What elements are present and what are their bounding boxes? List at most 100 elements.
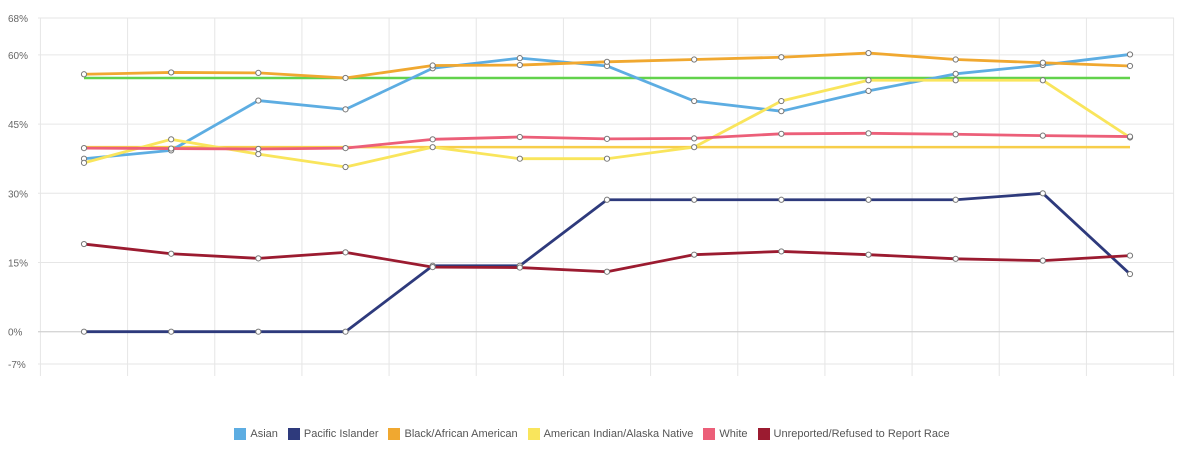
data-point-american-indian-alaska-native xyxy=(516,155,523,162)
y-tick-label: 60% xyxy=(8,51,28,62)
legend: Asian Pacific Islander Black/African Ame… xyxy=(0,428,1184,440)
data-point-asian xyxy=(952,70,959,77)
y-tick-label: 15% xyxy=(8,259,28,270)
legend-item-pacific-islander[interactable]: Pacific Islander xyxy=(287,428,379,440)
legend-item-american-indian-alaska-native[interactable]: American Indian/Alaska Native xyxy=(527,428,694,440)
data-point-american-indian-alaska-native xyxy=(603,155,611,162)
data-point-unreported-refused-to-report-race xyxy=(429,264,436,271)
y-tick-label: 30% xyxy=(8,189,28,200)
data-point-black-african-american xyxy=(342,74,349,82)
legend-item-asian[interactable]: Asian xyxy=(234,428,278,440)
data-point-american-indian-alaska-native xyxy=(255,150,262,158)
data-point-white xyxy=(1126,133,1134,140)
data-point-american-indian-alaska-native xyxy=(80,159,88,166)
y-tick-label: 68% xyxy=(8,14,28,25)
data-point-black-african-american xyxy=(952,56,959,63)
data-point-unreported-refused-to-report-race xyxy=(80,240,88,248)
data-point-pacific-islander xyxy=(80,328,88,335)
data-point-unreported-refused-to-report-race xyxy=(603,268,611,275)
data-point-unreported-refused-to-report-race xyxy=(778,248,785,255)
data-point-unreported-refused-to-report-race xyxy=(691,251,698,258)
data-point-american-indian-alaska-native xyxy=(952,77,959,84)
data-points xyxy=(80,49,1134,335)
series-line-asian xyxy=(82,53,1132,161)
data-point-asian xyxy=(691,97,698,105)
data-point-unreported-refused-to-report-race xyxy=(342,249,349,256)
data-point-white xyxy=(168,145,175,152)
legend-label: Unreported/Refused to Report Race xyxy=(773,428,950,440)
legend-item-white[interactable]: White xyxy=(703,428,748,440)
legend-label: Pacific Islander xyxy=(303,428,379,440)
legend-swatch-icon xyxy=(388,428,401,440)
data-point-black-african-american xyxy=(255,69,262,76)
legend-swatch-icon xyxy=(703,428,716,440)
y-axis-ticks: 68% 60% 45% 30% 15% 0% -7% xyxy=(8,14,28,371)
data-point-black-african-american xyxy=(691,56,698,63)
data-point-american-indian-alaska-native xyxy=(342,163,349,171)
legend-label: American Indian/Alaska Native xyxy=(543,428,694,440)
data-point-white xyxy=(952,131,959,138)
data-point-white xyxy=(516,133,523,141)
legend-label: Asian xyxy=(250,428,278,440)
data-point-asian xyxy=(778,108,785,115)
data-point-american-indian-alaska-native xyxy=(865,77,872,84)
data-point-asian xyxy=(1126,51,1134,58)
data-point-american-indian-alaska-native xyxy=(429,144,436,151)
data-point-american-indian-alaska-native xyxy=(691,144,698,151)
data-point-white xyxy=(778,130,785,137)
data-point-asian xyxy=(342,106,349,113)
data-point-unreported-refused-to-report-race xyxy=(865,251,872,258)
data-point-white xyxy=(1039,132,1046,139)
data-point-pacific-islander xyxy=(691,196,698,203)
data-point-pacific-islander xyxy=(1126,270,1134,278)
data-point-white xyxy=(429,136,436,143)
data-point-asian xyxy=(255,97,262,104)
data-point-pacific-islander xyxy=(168,328,175,335)
data-point-american-indian-alaska-native xyxy=(1039,77,1046,84)
data-point-pacific-islander xyxy=(1039,190,1046,197)
data-point-black-african-american xyxy=(778,54,785,61)
legend-swatch-icon xyxy=(757,428,770,440)
y-tick-label: -7% xyxy=(8,360,26,371)
data-point-pacific-islander xyxy=(342,328,349,335)
data-point-pacific-islander xyxy=(778,196,785,203)
series-line-unreported-refused-to-report-race xyxy=(82,242,1132,274)
data-point-black-african-american xyxy=(429,62,436,69)
series-lines xyxy=(82,51,1132,334)
data-point-unreported-refused-to-report-race xyxy=(1126,252,1134,259)
data-point-white xyxy=(342,144,349,152)
data-point-american-indian-alaska-native xyxy=(778,97,785,105)
legend-label: White xyxy=(719,428,748,440)
data-point-black-african-american xyxy=(168,69,175,76)
legend-swatch-icon xyxy=(234,428,247,440)
data-point-pacific-islander xyxy=(603,196,611,203)
data-point-asian xyxy=(865,87,872,94)
legend-item-unreported[interactable]: Unreported/Refused to Report Race xyxy=(757,428,950,440)
legend-swatch-icon xyxy=(527,428,540,440)
data-point-black-african-american xyxy=(80,71,88,78)
data-point-unreported-refused-to-report-race xyxy=(1039,257,1046,264)
legend-item-black-african-american[interactable]: Black/African American xyxy=(388,428,518,440)
data-point-white xyxy=(80,144,88,152)
data-point-american-indian-alaska-native xyxy=(168,136,175,143)
data-point-unreported-refused-to-report-race xyxy=(952,255,959,262)
data-point-asian xyxy=(516,55,523,62)
data-point-white xyxy=(691,135,698,142)
data-point-white xyxy=(603,135,611,142)
data-point-white xyxy=(255,145,262,153)
data-point-unreported-refused-to-report-race xyxy=(168,250,175,257)
y-tick-label: 0% xyxy=(8,328,23,339)
data-point-unreported-refused-to-report-race xyxy=(516,264,523,271)
data-point-black-african-american xyxy=(1126,62,1134,70)
data-point-black-african-american xyxy=(1039,59,1046,66)
data-point-pacific-islander xyxy=(865,196,872,203)
data-point-black-african-american xyxy=(516,61,523,69)
data-point-black-african-american xyxy=(603,58,611,65)
data-point-white xyxy=(865,130,872,137)
data-point-black-african-american xyxy=(865,49,872,57)
data-point-unreported-refused-to-report-race xyxy=(255,255,262,262)
legend-label: Black/African American xyxy=(404,428,518,440)
data-point-pacific-islander xyxy=(255,328,262,335)
